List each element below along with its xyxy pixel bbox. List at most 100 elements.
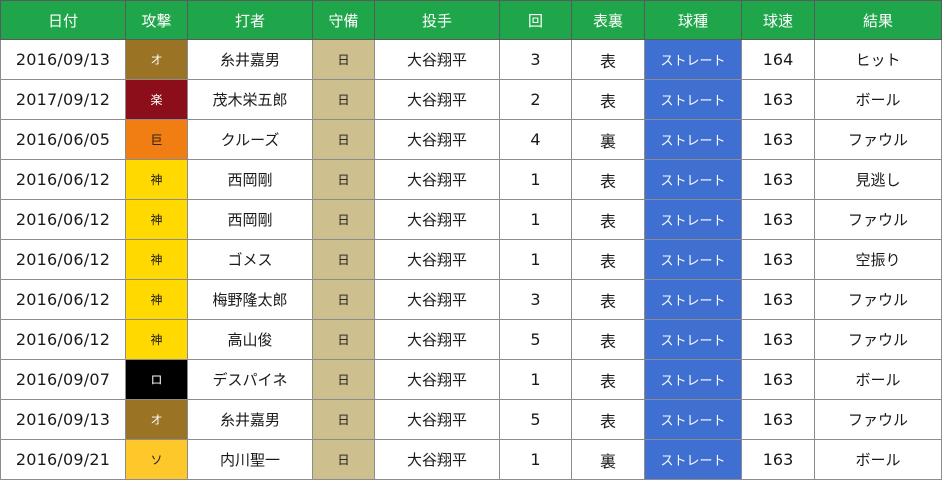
team-badge: ロ bbox=[125, 359, 188, 400]
defense-cell: 日 bbox=[312, 239, 375, 280]
pitcher-cell: 大谷翔平 bbox=[374, 439, 500, 480]
header-row: 日付 攻撃 打者 守備 投手 回 表裏 球種 球速 結果 bbox=[0, 0, 942, 40]
batter-cell: 西岡剛 bbox=[187, 159, 313, 200]
pitch-type-cell: ストレート bbox=[644, 199, 742, 240]
team-badge: 神 bbox=[125, 239, 188, 280]
table-row: 2016/09/13 オ糸井嘉男日大谷翔平 5 表ストレート 163 ファウル bbox=[0, 399, 942, 440]
defense-cell: 日 bbox=[312, 359, 375, 400]
table-row: 2016/06/12 神西岡剛日大谷翔平 1 表ストレート 163 見逃し bbox=[0, 159, 942, 200]
pitcher-cell: 大谷翔平 bbox=[374, 279, 500, 320]
table-row: 2016/06/12 神梅野隆太郎日大谷翔平 3 表ストレート 163 ファウル bbox=[0, 279, 942, 320]
team-badge: オ bbox=[125, 399, 188, 440]
table-row: 2016/09/07 ロデスパイネ日大谷翔平 1 表ストレート 163 ボール bbox=[0, 359, 942, 400]
result-cell: ボール bbox=[814, 439, 942, 480]
batter-cell: 内川聖一 bbox=[187, 439, 313, 480]
team-badge: 巨 bbox=[125, 119, 188, 160]
inning-cell: 3 bbox=[499, 279, 572, 320]
date-cell: 2016/09/13 bbox=[0, 399, 126, 440]
team-badge: 楽 bbox=[125, 79, 188, 120]
speed-cell: 163 bbox=[741, 199, 815, 240]
header-result: 結果 bbox=[814, 0, 942, 40]
half-cell: 裏 bbox=[571, 439, 645, 480]
pitch-type-cell: ストレート bbox=[644, 159, 742, 200]
half-cell: 表 bbox=[571, 319, 645, 360]
pitch-type-cell: ストレート bbox=[644, 319, 742, 360]
half-cell: 表 bbox=[571, 399, 645, 440]
date-cell: 2017/09/12 bbox=[0, 79, 126, 120]
pitch-type-cell: ストレート bbox=[644, 359, 742, 400]
half-cell: 表 bbox=[571, 79, 645, 120]
date-cell: 2016/06/05 bbox=[0, 119, 126, 160]
defense-cell: 日 bbox=[312, 399, 375, 440]
pitch-type-cell: ストレート bbox=[644, 439, 742, 480]
header-inning: 回 bbox=[499, 0, 572, 40]
pitcher-cell: 大谷翔平 bbox=[374, 119, 500, 160]
defense-cell: 日 bbox=[312, 319, 375, 360]
result-cell: ヒット bbox=[814, 39, 942, 80]
inning-cell: 5 bbox=[499, 319, 572, 360]
inning-cell: 2 bbox=[499, 79, 572, 120]
batter-cell: 梅野隆太郎 bbox=[187, 279, 313, 320]
header-batter: 打者 bbox=[187, 0, 313, 40]
speed-cell: 164 bbox=[741, 39, 815, 80]
defense-cell: 日 bbox=[312, 279, 375, 320]
batter-cell: 高山俊 bbox=[187, 319, 313, 360]
date-cell: 2016/06/12 bbox=[0, 319, 126, 360]
result-cell: ファウル bbox=[814, 319, 942, 360]
pitcher-cell: 大谷翔平 bbox=[374, 159, 500, 200]
header-attack: 攻撃 bbox=[125, 0, 188, 40]
pitcher-cell: 大谷翔平 bbox=[374, 239, 500, 280]
date-cell: 2016/09/13 bbox=[0, 39, 126, 80]
header-defense: 守備 bbox=[312, 0, 375, 40]
result-cell: ボール bbox=[814, 359, 942, 400]
date-cell: 2016/06/12 bbox=[0, 239, 126, 280]
inning-cell: 4 bbox=[499, 119, 572, 160]
speed-cell: 163 bbox=[741, 399, 815, 440]
defense-cell: 日 bbox=[312, 159, 375, 200]
defense-cell: 日 bbox=[312, 119, 375, 160]
pitcher-cell: 大谷翔平 bbox=[374, 359, 500, 400]
half-cell: 裏 bbox=[571, 119, 645, 160]
team-badge: 神 bbox=[125, 279, 188, 320]
speed-cell: 163 bbox=[741, 79, 815, 120]
table-row: 2016/06/12 神高山俊日大谷翔平 5 表ストレート 163 ファウル bbox=[0, 319, 942, 360]
pitch-type-cell: ストレート bbox=[644, 119, 742, 160]
inning-cell: 5 bbox=[499, 399, 572, 440]
batter-cell: 茂木栄五郎 bbox=[187, 79, 313, 120]
inning-cell: 3 bbox=[499, 39, 572, 80]
date-cell: 2016/09/07 bbox=[0, 359, 126, 400]
batter-cell: ゴメス bbox=[187, 239, 313, 280]
result-cell: ボール bbox=[814, 79, 942, 120]
table-row: 2016/09/13 オ糸井嘉男日大谷翔平 3 表ストレート 164 ヒット bbox=[0, 39, 942, 80]
half-cell: 表 bbox=[571, 239, 645, 280]
date-cell: 2016/09/21 bbox=[0, 439, 126, 480]
table-row: 2016/06/12 神西岡剛日大谷翔平 1 表ストレート 163 ファウル bbox=[0, 199, 942, 240]
date-cell: 2016/06/12 bbox=[0, 279, 126, 320]
speed-cell: 163 bbox=[741, 439, 815, 480]
speed-cell: 163 bbox=[741, 319, 815, 360]
speed-cell: 163 bbox=[741, 159, 815, 200]
result-cell: ファウル bbox=[814, 199, 942, 240]
inning-cell: 1 bbox=[499, 159, 572, 200]
speed-cell: 163 bbox=[741, 279, 815, 320]
date-cell: 2016/06/12 bbox=[0, 199, 126, 240]
batter-cell: 糸井嘉男 bbox=[187, 399, 313, 440]
half-cell: 表 bbox=[571, 199, 645, 240]
result-cell: ファウル bbox=[814, 399, 942, 440]
header-date: 日付 bbox=[0, 0, 126, 40]
table-body: 2016/09/13 オ糸井嘉男日大谷翔平 3 表ストレート 164 ヒット 2017/09… bbox=[0, 39, 942, 480]
table-row: 2016/09/21 ソ内川聖一日大谷翔平 1 裏ストレート 163 ボール bbox=[0, 439, 942, 480]
batter-cell: クルーズ bbox=[187, 119, 313, 160]
inning-cell: 1 bbox=[499, 359, 572, 400]
team-badge: 神 bbox=[125, 159, 188, 200]
pitch-type-cell: ストレート bbox=[644, 279, 742, 320]
pitcher-cell: 大谷翔平 bbox=[374, 399, 500, 440]
result-cell: 空振り bbox=[814, 239, 942, 280]
pitcher-cell: 大谷翔平 bbox=[374, 39, 500, 80]
team-badge: ソ bbox=[125, 439, 188, 480]
pitch-type-cell: ストレート bbox=[644, 79, 742, 120]
header-half: 表裏 bbox=[571, 0, 645, 40]
pitch-type-cell: ストレート bbox=[644, 39, 742, 80]
pitcher-cell: 大谷翔平 bbox=[374, 319, 500, 360]
